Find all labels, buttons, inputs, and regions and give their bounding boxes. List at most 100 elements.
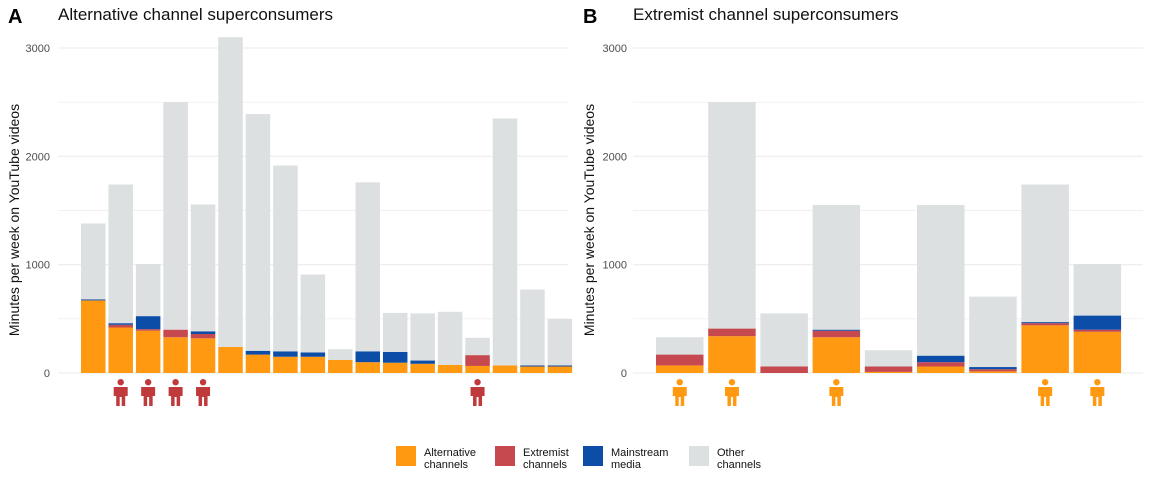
legend-label-line1: Alternative: [424, 447, 476, 459]
panel-a-bar-alternative-11: [355, 362, 380, 373]
panel-a-bar-other-9: [300, 274, 326, 353]
panel-b-bar-other-1: [656, 337, 704, 355]
panel-b-bar-extremist-6: [917, 362, 965, 367]
panel-b-bar-extremist-8: [1021, 323, 1069, 326]
legend-label-line2: channels: [424, 459, 469, 471]
panel-b-person-icon: [829, 379, 844, 406]
person-icon-head: [172, 379, 179, 386]
panel-a-bar-alternative-8: [273, 356, 298, 373]
panel-a-bar-other-12: [382, 312, 408, 352]
panel-b-bar-extremist-4: [812, 330, 861, 338]
panel-a-bar-alternative-9: [300, 356, 326, 373]
panel-a-bar-mainstream-7: [245, 350, 271, 355]
panel-b-bar-alternative-1: [656, 365, 704, 373]
panel-b-y-tick-label: 1000: [603, 260, 627, 272]
person-icon-head: [676, 379, 683, 386]
panel-a-bar-other-18: [547, 318, 573, 366]
panel-a-person-icon: [470, 379, 485, 406]
panel-b-person-icon: [1038, 379, 1053, 406]
panel-b-title: Extremist channel superconsumers: [633, 5, 899, 24]
person-icon-body: [1038, 387, 1053, 406]
panel-b-bar-alternative-6: [917, 366, 965, 373]
person-icon-body: [113, 387, 128, 406]
panel-a-bar-extremist-4: [163, 329, 188, 338]
person-icon-body: [168, 387, 183, 406]
person-icon-head: [1094, 379, 1101, 386]
person-icon-head: [833, 379, 840, 386]
panel-a-bar-other-8: [273, 165, 298, 352]
panel-a-bar-other-2: [108, 184, 133, 324]
panel-b-y-axis-title: Minutes per week on YouTube videos: [581, 104, 597, 336]
person-icon-body: [829, 387, 844, 406]
legend-label-line2: channels: [717, 459, 762, 471]
panel-a-bar-mainstream-17: [520, 365, 545, 367]
person-icon-head: [1041, 379, 1049, 386]
panel-b-bar-extremist-3: [760, 366, 808, 373]
panel-a-bar-extremist-3: [135, 329, 161, 331]
panel-a-bar-other-11: [355, 182, 380, 352]
panel-a-bar-other-13: [410, 313, 435, 361]
panel-a-bar-mainstream-13: [410, 360, 435, 364]
panel-b: B Extremist channel superconsumers Minut…: [581, 5, 1143, 406]
panel-a-bar-other-6: [218, 37, 243, 348]
legend-label-line1: Extremist: [523, 447, 569, 459]
person-icon-body: [672, 387, 687, 406]
panel-a-bar-alternative-5: [190, 338, 216, 373]
panel-b-bar-alternative-2: [708, 336, 756, 373]
panel-b-bar-extremist-5: [864, 366, 913, 372]
person-icon-body: [141, 387, 156, 406]
panel-b-bar-mainstream-4: [812, 329, 861, 331]
panel-b-bar-mainstream-8: [1021, 322, 1069, 324]
panel-a-bar-extremist-15: [465, 355, 490, 366]
panel-a-bar-alternative-4: [163, 337, 188, 373]
panel-a-person-icon: [113, 379, 128, 406]
panel-b-bar-alternative-5: [864, 371, 913, 373]
panel-a-bar-other-3: [135, 264, 161, 317]
person-icon-body: [724, 387, 739, 406]
panel-a-bar-mainstream-2: [108, 323, 133, 325]
panel-a-bar-alternative-12: [382, 362, 408, 373]
person-icon-body: [196, 387, 211, 406]
panel-b-bar-mainstream-7: [969, 367, 1017, 370]
panel-b-bar-other-4: [812, 205, 861, 330]
legend-label-line1: Mainstream: [611, 447, 668, 459]
panel-b-letter: B: [583, 6, 597, 28]
panel-a-bar-other-15: [465, 337, 490, 356]
panel-b-bar-alternative-8: [1021, 325, 1069, 373]
panel-a-bar-alternative-2: [108, 327, 133, 373]
panel-a-bar-other-14: [437, 311, 463, 365]
person-icon-head: [117, 379, 124, 386]
panel-b-bar-extremist-7: [969, 369, 1017, 372]
panel-a-bar-mainstream-11: [355, 351, 380, 363]
panel-a-bar-other-7: [245, 114, 271, 351]
panel-a: A Alternative channel superconsumers Min…: [6, 5, 573, 406]
panel-a-bar-mainstream-3: [135, 316, 161, 330]
panel-b-bar-extremist-2: [708, 328, 756, 337]
panel-b-bar-other-8: [1021, 184, 1069, 323]
panel-a-bar-other-5: [190, 204, 216, 332]
panel-a-bar-alternative-1: [81, 300, 106, 373]
legend: AlternativechannelsExtremistchannelsMain…: [396, 446, 762, 471]
panel-b-bar-other-6: [917, 205, 965, 356]
panel-b-bar-alternative-4: [812, 337, 861, 373]
panel-a-y-tick-label: 2000: [26, 151, 50, 163]
panel-a-bars: [81, 37, 573, 373]
panel-b-bar-other-3: [760, 313, 808, 367]
legend-label-line2: channels: [523, 459, 568, 471]
person-icon-body: [1090, 387, 1105, 406]
panel-a-bar-alternative-13: [410, 363, 435, 373]
panel-a-bar-alternative-15: [465, 365, 490, 373]
panel-b-bar-other-7: [969, 296, 1017, 368]
panel-a-person-icon: [141, 379, 156, 406]
panel-b-bar-mainstream-6: [917, 355, 965, 363]
legend-swatch: [396, 446, 416, 466]
panel-a-bar-other-1: [81, 223, 106, 300]
panel-a-bar-alternative-10: [328, 360, 353, 373]
panel-a-bar-alternative-3: [135, 330, 161, 373]
panel-a-bar-other-4: [163, 102, 188, 330]
panel-b-y-tick-label: 2000: [603, 151, 627, 163]
panel-b-bar-extremist-9: [1073, 329, 1122, 332]
